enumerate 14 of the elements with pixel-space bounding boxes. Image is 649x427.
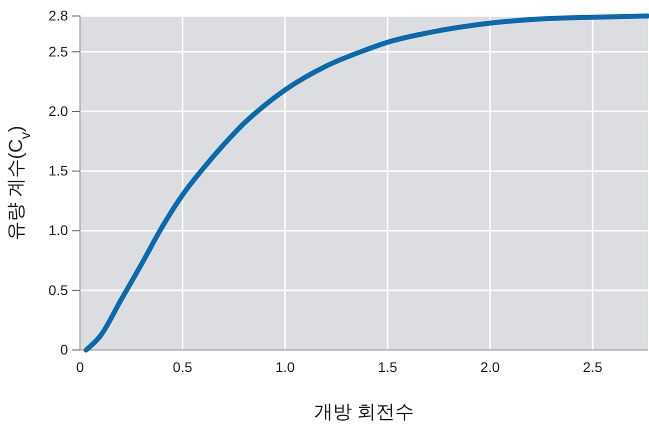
x-tick-label: 1.5 [378, 358, 398, 375]
x-tick-label: 1.0 [275, 358, 295, 375]
y-tick-label: 2.5 [48, 43, 68, 60]
y-tick-label: 0 [60, 341, 68, 358]
x-tick-label: 0 [76, 358, 84, 375]
y-tick-label: 0.5 [48, 282, 68, 298]
y-tick-label: 2.0 [48, 102, 68, 119]
x-axis-title: 개방 회전수 [314, 402, 414, 423]
x-tick-label: 0.5 [172, 358, 192, 375]
y-tick-label: 2.8 [48, 7, 68, 24]
y-tick-label: 1.0 [48, 222, 68, 238]
y-tick-label: 1.5 [48, 162, 68, 179]
x-tick-label: 2.5 [582, 358, 603, 375]
x-tick-label: 2.0 [480, 358, 500, 375]
